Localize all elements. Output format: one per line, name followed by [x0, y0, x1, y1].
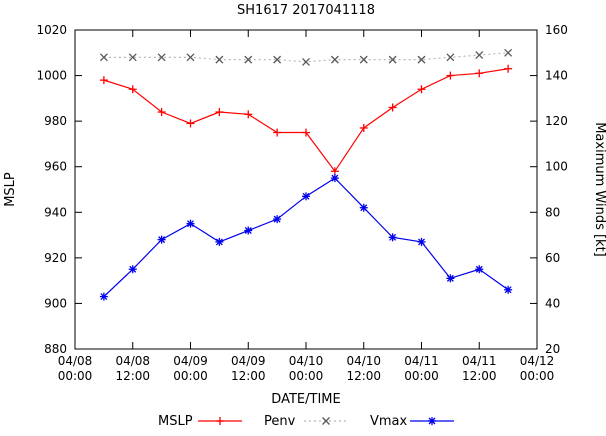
legend-label-penv: Penv [264, 414, 296, 429]
legend-label-vmax: Vmax [370, 414, 408, 429]
series-mslp [99, 64, 513, 176]
x-tick-label: 04/12 00:00 [520, 354, 555, 383]
x-tick-label: 04/11 12:00 [462, 354, 497, 383]
series-penv [99, 48, 513, 66]
legend-label-mslp: MSLP [158, 414, 193, 429]
x-tick-label: 04/09 12:00 [231, 354, 266, 383]
y-axis-left: 880 900 920 940 960 980 1000 1020 [36, 23, 82, 356]
y-left-tick-label: 880 [44, 342, 67, 356]
x-tick-label: 04/08 12:00 [115, 354, 150, 383]
x-tick-label: 04/11 00:00 [404, 354, 439, 383]
y-right-tick-label: 60 [545, 251, 560, 265]
y-left-tick-label: 960 [44, 160, 67, 174]
plot-border [74, 29, 538, 350]
y-right-tick-label: 140 [545, 69, 568, 83]
y-right-tick-label: 20 [545, 342, 560, 356]
series-vmax [99, 174, 513, 301]
y-left-tick-label: 920 [44, 251, 67, 265]
x-tick-label: 04/09 00:00 [173, 354, 208, 383]
y-left-tick-label: 940 [44, 205, 67, 219]
y-left-tick-label: 1000 [36, 69, 67, 83]
y-left-tick-label: 980 [44, 114, 67, 128]
y-right-tick-label: 80 [545, 205, 560, 219]
y-left-tick-label: 900 [44, 296, 67, 310]
legend: MSLP Penv Vmax [158, 414, 454, 429]
x-tick-label: 04/10 12:00 [346, 354, 381, 383]
y-right-tick-label: 40 [545, 296, 560, 310]
y-axis-right: 20 40 60 80 100 120 140 160 [530, 23, 568, 356]
chart-title: SH1617 2017041118 [237, 3, 375, 18]
series-line-mslp [103, 68, 509, 173]
x-axis: 04/08 00:00 04/08 12:00 04/09 00:00 04/09 12:00… [58, 30, 555, 383]
y-axis-label-right: Maximum Winds [kt] [592, 122, 606, 257]
x-tick-label: 04/08 00:00 [58, 354, 93, 383]
y-right-tick-label: 100 [545, 160, 568, 174]
y-right-tick-label: 120 [545, 114, 568, 128]
x-axis-label: DATE/TIME [271, 392, 340, 407]
x-tick-label: 04/10 00:00 [289, 354, 324, 383]
y-axis-label-left: MSLP [3, 172, 18, 207]
y-right-tick-label: 160 [545, 23, 568, 37]
y-left-tick-label: 1020 [36, 23, 67, 37]
